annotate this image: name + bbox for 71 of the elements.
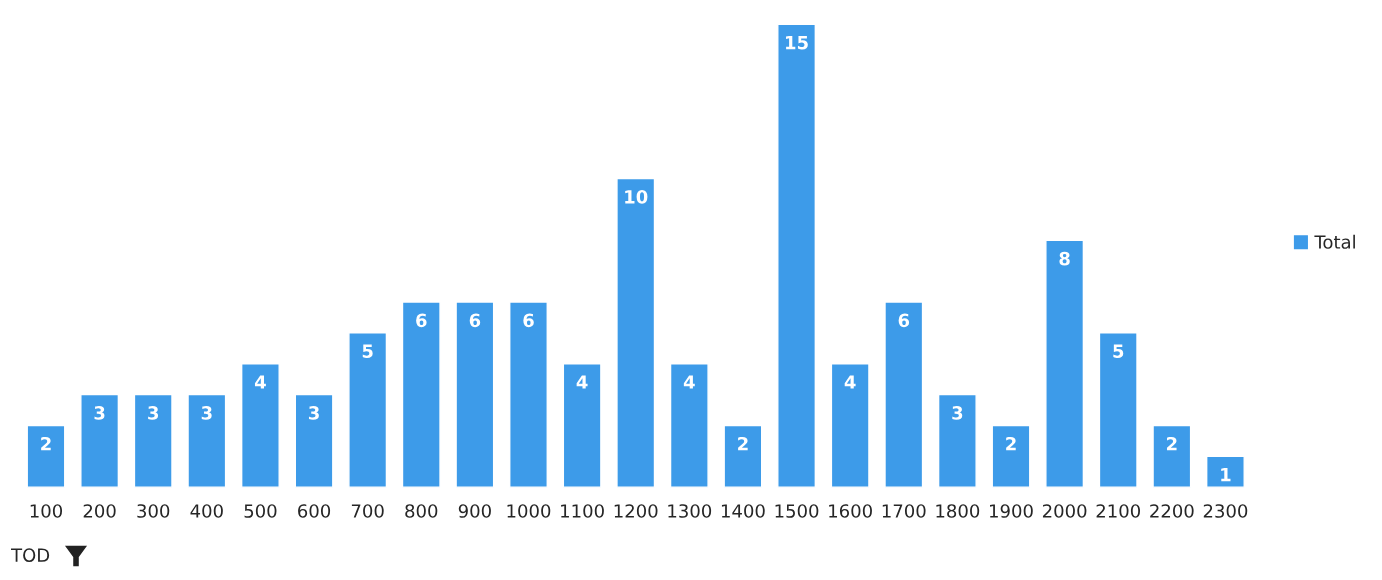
bar: [1098, 332, 1138, 488]
x-tick-label: 2300: [1203, 504, 1248, 518]
data-label: 3: [201, 406, 212, 420]
bar: [1045, 239, 1085, 488]
data-label: 6: [469, 313, 481, 328]
bar: [240, 363, 280, 488]
x-tick-label: 1900: [990, 504, 1033, 518]
data-label: 3: [952, 406, 963, 420]
bar: [455, 301, 495, 488]
bar: [777, 23, 817, 488]
x-tick-label: 2000: [1042, 504, 1087, 518]
bar: [294, 393, 334, 488]
x-tick-label: 1400: [721, 504, 765, 518]
bar: [669, 363, 709, 488]
x-tick-label: 1600: [829, 504, 872, 518]
x-tick-label: 1200: [614, 504, 658, 518]
x-tick-label: 100: [30, 504, 63, 518]
data-label: 1: [1221, 468, 1231, 482]
data-label: 6: [898, 313, 910, 328]
data-label: 5: [1113, 344, 1124, 358]
data-label: 4: [844, 375, 856, 389]
x-tick-label: 600: [298, 504, 331, 518]
data-label: 2: [1166, 436, 1177, 451]
x-tick-label: 1700: [882, 504, 926, 518]
bar: [348, 332, 388, 488]
data-label: 6: [416, 313, 427, 328]
x-tick-label: 300: [137, 504, 170, 518]
x-tick-label: 2200: [1150, 504, 1194, 518]
text: TOD: [11, 548, 50, 562]
bar: [616, 177, 656, 488]
bar: [1152, 424, 1192, 488]
bar: [723, 424, 763, 488]
x-tick-label: 700: [351, 504, 384, 518]
data-label: 2: [738, 436, 748, 451]
bar: [133, 393, 173, 488]
data-label: 5: [362, 344, 373, 358]
x-tick-label: 800: [405, 504, 438, 518]
data-label: 2: [41, 436, 51, 451]
bar: [830, 363, 870, 488]
x-tick-label: 1000: [507, 504, 551, 518]
x-tick-label: 400: [190, 504, 223, 518]
x-tick-label: 1300: [668, 504, 712, 518]
bar: [401, 301, 441, 488]
data-label: 8: [1059, 251, 1070, 266]
bar: [884, 301, 924, 488]
data-label: 4: [683, 375, 695, 389]
bar: [562, 363, 602, 488]
x-tick-label: 1500: [775, 504, 819, 518]
legend-label: Total: [1314, 234, 1355, 249]
bar: [937, 393, 977, 488]
data-label: 4: [576, 375, 588, 389]
x-tick-label: 900: [458, 504, 491, 518]
data-label: 2: [1006, 436, 1016, 451]
data-label: 15: [786, 35, 808, 50]
data-label: 3: [148, 406, 159, 420]
data-label: 3: [94, 406, 105, 420]
x-tick-label: 1800: [936, 504, 980, 518]
x-tick-label: 500: [244, 504, 277, 518]
bar: [26, 424, 66, 488]
bar: [991, 424, 1031, 488]
data-label: 3: [308, 406, 319, 420]
x-tick-label: 2100: [1096, 504, 1140, 518]
x-tick-label: 1100: [561, 504, 604, 518]
data-label: 6: [523, 313, 534, 328]
bar: [187, 393, 227, 488]
bar: [509, 301, 548, 488]
data-label: 4: [254, 375, 266, 389]
x-tick-label: 200: [83, 504, 116, 518]
bar: [1205, 455, 1245, 488]
bar: [80, 393, 120, 488]
data-label: 10: [625, 190, 648, 204]
